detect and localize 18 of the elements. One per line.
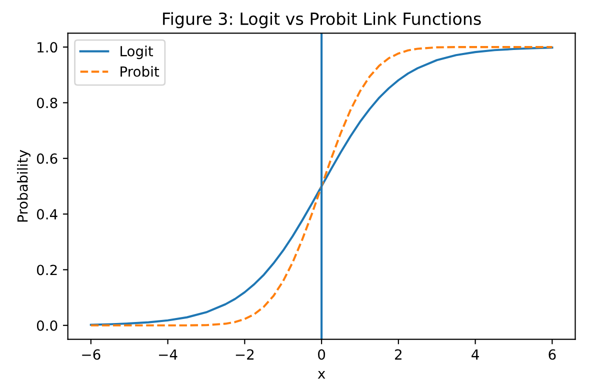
legend-label: Logit bbox=[120, 46, 154, 60]
y-tick-label: 1.0 bbox=[38, 42, 58, 53]
y-tick-label: 0.4 bbox=[36, 209, 58, 220]
x-tick-label: 0 bbox=[318, 349, 326, 360]
x-tick-label: −6 bbox=[82, 349, 100, 360]
y-axis-title: Probability bbox=[17, 150, 30, 222]
y-tick-label: 0.2 bbox=[36, 264, 57, 276]
x-tick-label: 6 bbox=[548, 349, 556, 360]
x-tick-label: 2 bbox=[395, 349, 402, 360]
legend-label: Probit bbox=[120, 66, 160, 77]
x-tick-label: −4 bbox=[159, 349, 178, 360]
y-tick-label: 0.0 bbox=[36, 320, 58, 331]
x-axis-title: x bbox=[318, 370, 326, 379]
y-tick-label: 0.6 bbox=[36, 153, 58, 164]
x-tick-label: 4 bbox=[472, 349, 479, 360]
y-tick-label: 0.8 bbox=[36, 98, 58, 108]
chart-title: Figure 3: Logit vs Probit Link Functions bbox=[163, 12, 481, 28]
x-tick-label: −2 bbox=[236, 349, 254, 360]
